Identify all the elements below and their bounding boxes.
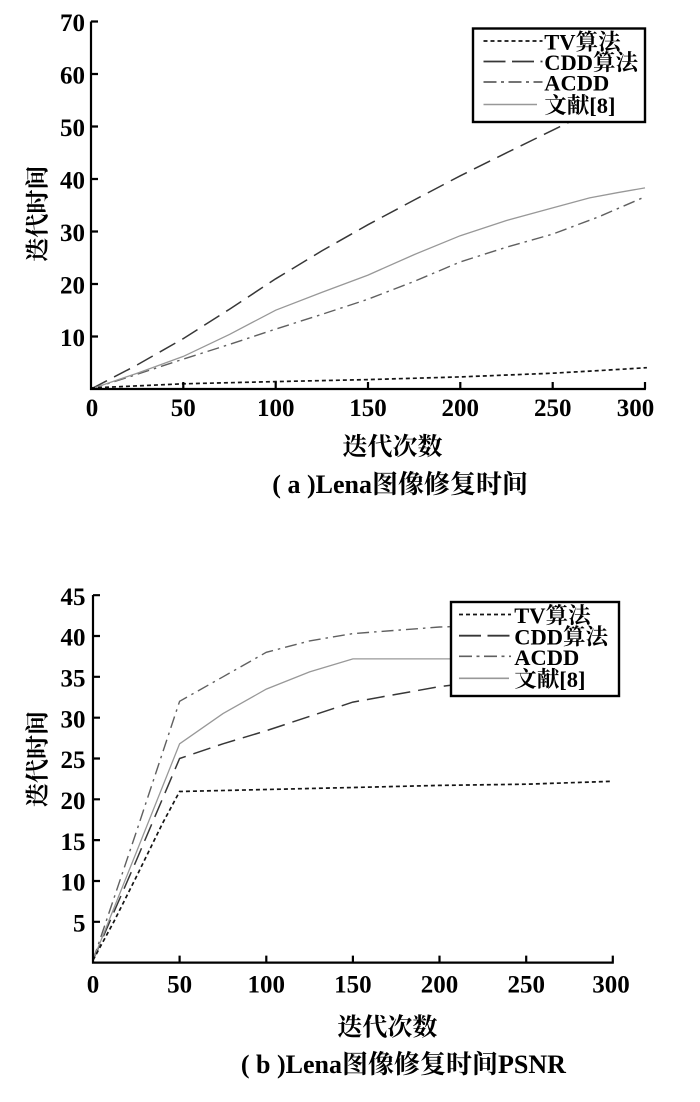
svg-text:40: 40	[60, 168, 85, 195]
svg-text:35: 35	[61, 666, 86, 693]
svg-text:40: 40	[61, 625, 86, 652]
svg-text:5: 5	[73, 911, 86, 938]
svg-text:PSNR: PSNR	[498, 1050, 566, 1079]
svg-text:[8]: [8]	[559, 667, 585, 692]
svg-text:150: 150	[349, 395, 387, 422]
svg-text:25: 25	[61, 747, 86, 774]
svg-text:100: 100	[257, 395, 295, 422]
svg-text:30: 30	[60, 220, 85, 247]
svg-text:CDD: CDD	[514, 624, 563, 649]
svg-text:45: 45	[61, 584, 86, 611]
svg-text:[8]: [8]	[589, 93, 615, 118]
svg-text:10: 10	[60, 325, 85, 352]
svg-text:10: 10	[61, 870, 86, 897]
svg-text:0: 0	[86, 395, 99, 422]
svg-text:0: 0	[87, 972, 100, 999]
svg-text:( b )Lena: ( b )Lena	[241, 1050, 342, 1079]
svg-text:50: 50	[60, 115, 85, 142]
svg-text:30: 30	[61, 706, 86, 733]
svg-text:15: 15	[61, 829, 86, 856]
svg-text:150: 150	[334, 972, 372, 999]
svg-text:300: 300	[617, 395, 655, 422]
svg-text:CDD: CDD	[544, 50, 593, 75]
svg-text:250: 250	[534, 395, 572, 422]
svg-text:200: 200	[421, 972, 459, 999]
svg-text:250: 250	[507, 972, 545, 999]
svg-text:50: 50	[167, 972, 192, 999]
svg-text:ACDD: ACDD	[544, 71, 609, 96]
svg-text:TV: TV	[544, 30, 575, 55]
svg-text:70: 70	[60, 10, 85, 37]
svg-text:TV: TV	[514, 603, 545, 628]
svg-text:( a )Lena: ( a )Lena	[272, 470, 372, 499]
svg-text:20: 20	[60, 273, 85, 300]
svg-text:60: 60	[60, 63, 85, 90]
svg-text:200: 200	[442, 395, 480, 422]
svg-text:20: 20	[61, 788, 86, 815]
svg-text:300: 300	[592, 972, 630, 999]
svg-text:50: 50	[171, 395, 196, 422]
svg-text:ACDD: ACDD	[514, 645, 579, 670]
svg-text:100: 100	[248, 972, 286, 999]
